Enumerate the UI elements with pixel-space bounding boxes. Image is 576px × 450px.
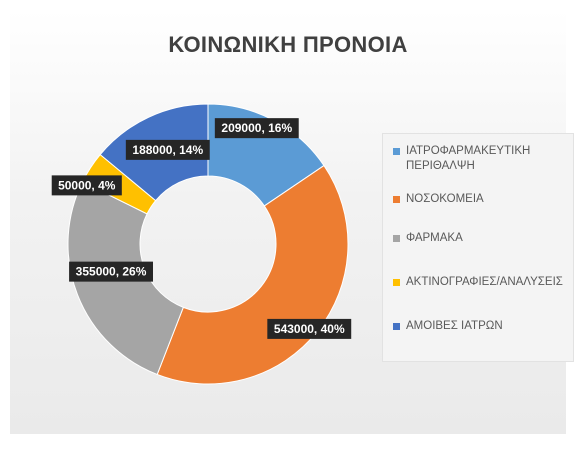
data-label: 355000, 26% — [69, 261, 153, 282]
donut-chart: 209000, 16% 543000, 40% 355000, 26% 50000, … — [51, 103, 352, 385]
chart-area: ΚΟΙΝΩΝΙΚΗ ΠΡΟΝΟΙΑ 209000, 16% 543000, 40%… — [10, 10, 574, 434]
legend-label: ΙΑΤΡΟΦΑΡΜΑΚΕΥΤΙΚΗ ΠΕΡΙΘΑΛΨΗ — [406, 145, 531, 172]
data-label-box — [125, 139, 210, 160]
legend-label: ΝΟΣΟΚΟΜΕΙΑ — [406, 193, 484, 205]
legend: ΙΑΤΡΟΦΑΡΜΑΚΕΥΤΙΚΗ ΠΕΡΙΘΑΛΨΗ ΝΟΣΟΚΟΜΕΙΑ ΦΑΡ… — [382, 133, 574, 362]
data-label-box — [214, 118, 299, 139]
chart-title: ΚΟΙΝΩΝΙΚΗ ΠΡΟΝΟΙΑ — [168, 32, 408, 57]
legend-swatch — [393, 235, 400, 242]
data-label-text: 209000, 16% — [221, 121, 292, 135]
data-label-text: 543000, 40% — [274, 322, 345, 336]
data-label-box — [69, 261, 153, 282]
data-label: 50000, 4% — [51, 175, 122, 196]
donut-slice — [156, 164, 349, 385]
data-label-box — [267, 318, 352, 339]
legend-swatch — [393, 148, 400, 155]
legend-swatch — [393, 279, 400, 286]
data-label-text: 355000, 26% — [76, 265, 147, 279]
data-label: 209000, 16% — [214, 118, 299, 139]
legend-swatch — [393, 196, 400, 203]
legend-label: ΦΑΡΜΑΚΑ — [406, 232, 463, 244]
data-label-box — [51, 175, 122, 196]
data-label-text: 50000, 4% — [58, 178, 116, 192]
data-label: 188000, 14% — [125, 139, 210, 160]
data-label: 543000, 40% — [267, 318, 352, 339]
data-label-text: 188000, 14% — [132, 143, 203, 157]
legend-label: ΑΜΟΙΒΕΣ ΙΑΤΡΩΝ — [406, 320, 503, 332]
legend-label: ΑΚΤΙΝΟΓΡΑΦΙΕΣ/ΑΝΑΛΥΣΕΙΣ — [406, 276, 563, 288]
legend-swatch — [393, 323, 400, 330]
